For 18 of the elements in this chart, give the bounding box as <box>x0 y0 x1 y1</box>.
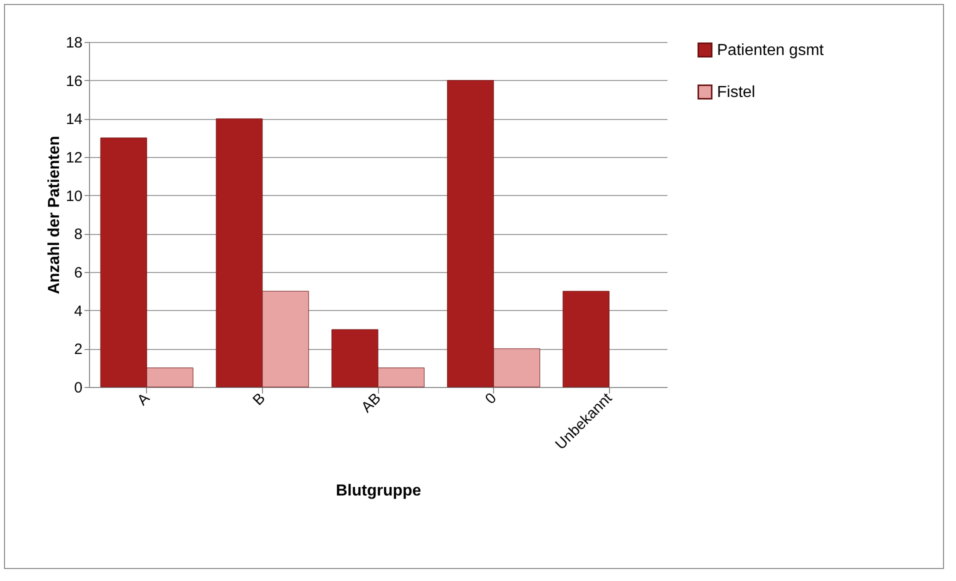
x-tick-label: B <box>250 390 269 409</box>
y-axis-title: Anzahl der Patienten <box>46 136 63 294</box>
bar <box>562 290 610 388</box>
y-tick-label: 4 <box>74 302 82 320</box>
x-tick-label: AB <box>358 390 384 416</box>
x-tick-label: 0 <box>482 390 500 408</box>
y-tick-label: 6 <box>74 264 82 282</box>
y-tick-label: 12 <box>66 150 82 166</box>
x-tick-label: A <box>134 390 154 409</box>
y-tick-label: 2 <box>74 341 82 358</box>
y-tick-label: 16 <box>66 72 82 90</box>
y-tick-label: 14 <box>66 111 82 128</box>
y-tick-label: 8 <box>74 226 82 244</box>
y-tick-label: 18 <box>66 34 82 52</box>
x-axis-title: Blutgruppe <box>336 482 422 500</box>
legend-label: Patienten gsmt <box>717 42 824 59</box>
y-tick-label: 10 <box>66 188 82 205</box>
legend-label: Fistel <box>717 84 756 101</box>
